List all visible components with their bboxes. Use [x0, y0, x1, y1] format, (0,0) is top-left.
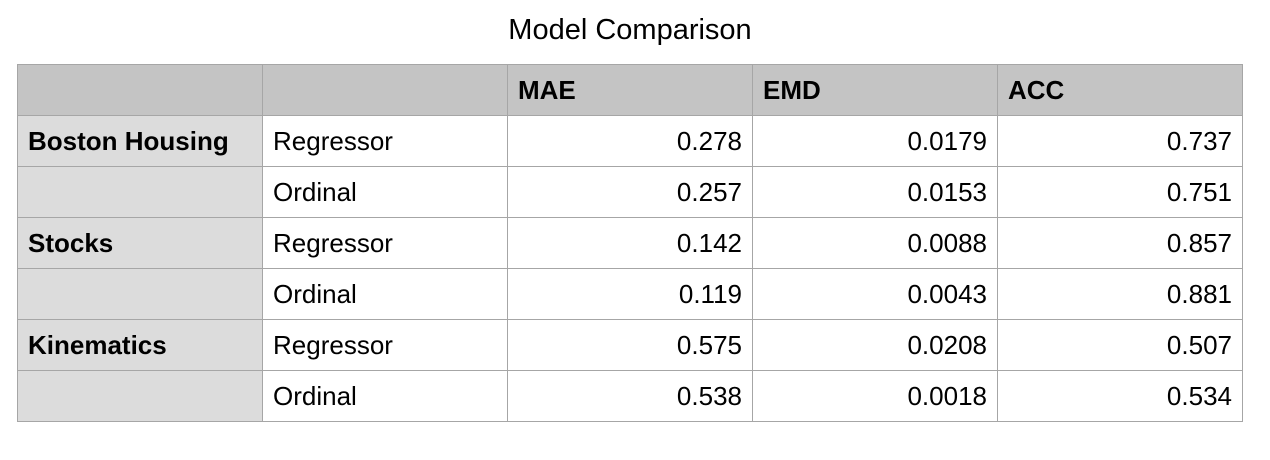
- header-row: MAE EMD ACC: [17, 64, 1243, 116]
- acc-value: 0.534: [997, 370, 1243, 422]
- header-emd: EMD: [752, 64, 998, 116]
- comparison-table: MAE EMD ACC Boston Housing Regressor 0.2…: [17, 64, 1243, 422]
- table-row: Stocks Regressor 0.142 0.0088 0.857: [17, 217, 1243, 269]
- acc-value: 0.857: [997, 217, 1243, 269]
- group-label: Kinematics: [17, 319, 263, 371]
- mae-value: 0.538: [507, 370, 753, 422]
- mae-value: 0.575: [507, 319, 753, 371]
- mae-value: 0.257: [507, 166, 753, 218]
- emd-value: 0.0018: [752, 370, 998, 422]
- table-title: Model Comparison: [508, 14, 752, 46]
- acc-value: 0.751: [997, 166, 1243, 218]
- table-row: Ordinal 0.538 0.0018 0.534: [17, 370, 1243, 422]
- emd-value: 0.0208: [752, 319, 998, 371]
- group-label: [17, 370, 263, 422]
- group-label: [17, 166, 263, 218]
- table-row: Boston Housing Regressor 0.278 0.0179 0.…: [17, 115, 1243, 167]
- model-label: Ordinal: [262, 268, 508, 320]
- acc-value: 0.737: [997, 115, 1243, 167]
- emd-value: 0.0088: [752, 217, 998, 269]
- group-label: Boston Housing: [17, 115, 263, 167]
- header-mae: MAE: [507, 64, 753, 116]
- emd-value: 0.0179: [752, 115, 998, 167]
- header-acc: ACC: [997, 64, 1243, 116]
- table-row: Ordinal 0.257 0.0153 0.751: [17, 166, 1243, 218]
- acc-value: 0.881: [997, 268, 1243, 320]
- acc-value: 0.507: [997, 319, 1243, 371]
- model-label: Regressor: [262, 217, 508, 269]
- emd-value: 0.0043: [752, 268, 998, 320]
- group-label: [17, 268, 263, 320]
- table-row: Ordinal 0.119 0.0043 0.881: [17, 268, 1243, 320]
- mae-value: 0.119: [507, 268, 753, 320]
- mae-value: 0.278: [507, 115, 753, 167]
- mae-value: 0.142: [507, 217, 753, 269]
- model-label: Ordinal: [262, 370, 508, 422]
- model-label: Ordinal: [262, 166, 508, 218]
- emd-value: 0.0153: [752, 166, 998, 218]
- header-model-cell: [262, 64, 508, 116]
- header-group-cell: [17, 64, 263, 116]
- table-row: Kinematics Regressor 0.575 0.0208 0.507: [17, 319, 1243, 371]
- group-label: Stocks: [17, 217, 263, 269]
- model-label: Regressor: [262, 115, 508, 167]
- model-label: Regressor: [262, 319, 508, 371]
